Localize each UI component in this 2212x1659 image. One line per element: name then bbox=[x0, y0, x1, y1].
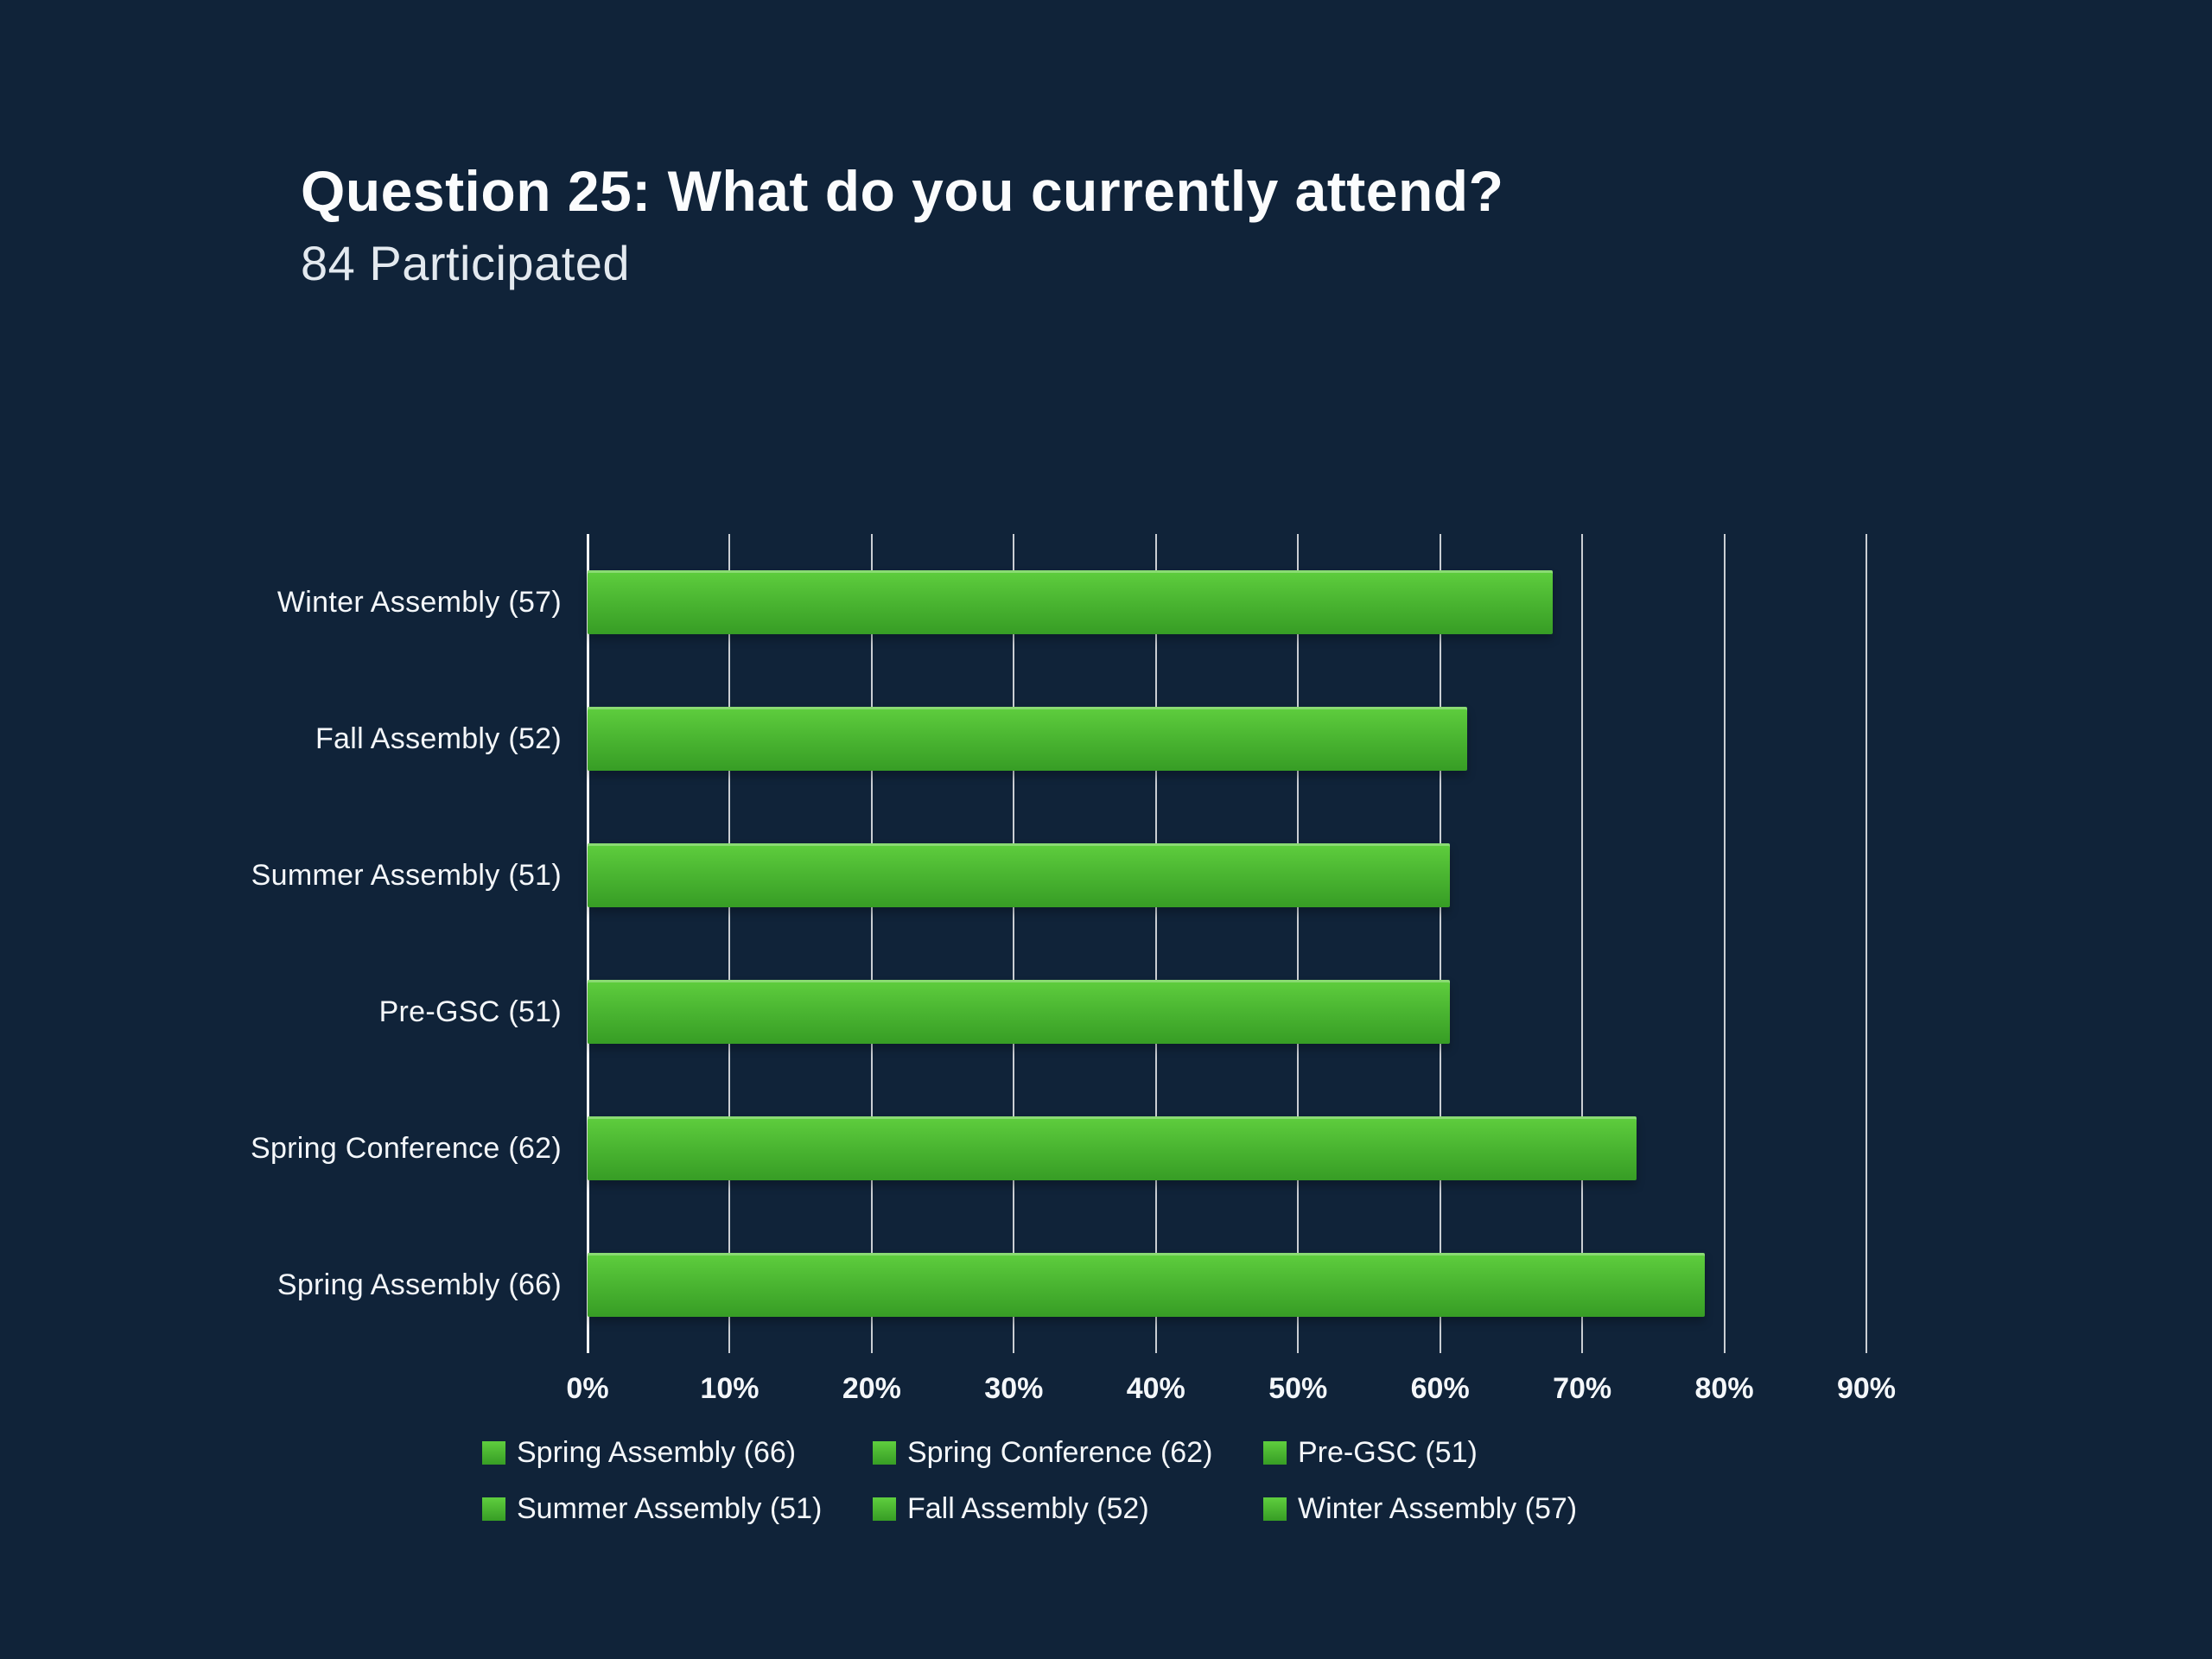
bar-fall-assembly bbox=[588, 707, 1467, 771]
bar-summer-assembly bbox=[588, 843, 1451, 907]
legend-item: Winter Assembly (57) bbox=[1263, 1492, 1654, 1526]
bar-row: Summer Assembly (51) bbox=[251, 807, 1866, 944]
legend-item: Spring Assembly (66) bbox=[482, 1436, 873, 1470]
x-axis: 0% 10% 20% 30% 40% 50% 60% 70% 80% 90% bbox=[566, 1372, 1896, 1414]
bar-row: Spring Conference (62) bbox=[251, 1080, 1866, 1217]
gridline bbox=[1297, 534, 1300, 1353]
x-tick-label: 80% bbox=[1694, 1372, 1754, 1405]
bar-rows: Winter Assembly (57) Fall Assembly (52) … bbox=[251, 534, 1866, 1353]
legend-label: Summer Assembly (51) bbox=[517, 1492, 823, 1525]
x-tick-label: 70% bbox=[1553, 1372, 1612, 1405]
legend-swatch-icon bbox=[1263, 1497, 1287, 1521]
bar-winter-assembly bbox=[588, 570, 1553, 634]
bar-chart-plot-area: Winter Assembly (57) Fall Assembly (52) … bbox=[251, 534, 1867, 1353]
bar-row: Spring Assembly (66) bbox=[277, 1217, 1866, 1353]
bar-row: Winter Assembly (57) bbox=[277, 534, 1866, 671]
x-tick-label: 30% bbox=[984, 1372, 1044, 1405]
gridline bbox=[1866, 534, 1867, 1353]
x-tick-label: 20% bbox=[842, 1372, 901, 1405]
legend-label: Spring Assembly (66) bbox=[517, 1436, 797, 1469]
legend-item: Spring Conference (62) bbox=[873, 1436, 1263, 1470]
bar-row: Fall Assembly (52) bbox=[315, 671, 1866, 807]
x-tick-label: 40% bbox=[1126, 1372, 1185, 1405]
chart-header: Question 25: What do you currently atten… bbox=[301, 160, 1503, 291]
participation-subtitle: 84 Participated bbox=[301, 235, 631, 290]
bar-spring-assembly bbox=[588, 1253, 1705, 1317]
bar-spring-conference bbox=[588, 1116, 1637, 1180]
x-tick-label: 60% bbox=[1410, 1372, 1470, 1405]
legend-swatch-icon bbox=[873, 1497, 896, 1521]
x-tick-label: 10% bbox=[700, 1372, 760, 1405]
legend-item: Pre-GSC (51) bbox=[1263, 1436, 1654, 1470]
gridline bbox=[587, 534, 589, 1353]
legend-label: Fall Assembly (52) bbox=[907, 1492, 1149, 1525]
category-label: Summer Assembly (51) bbox=[251, 858, 562, 892]
category-label: Spring Conference (62) bbox=[250, 1131, 562, 1165]
gridline bbox=[1439, 534, 1441, 1353]
legend-item: Fall Assembly (52) bbox=[873, 1492, 1263, 1526]
legend-label: Spring Conference (62) bbox=[907, 1436, 1213, 1469]
x-tick-label: 90% bbox=[1836, 1372, 1897, 1405]
gridlines bbox=[587, 534, 1867, 1353]
x-tick-label: 0% bbox=[566, 1372, 609, 1405]
bar-pre-gsc bbox=[588, 980, 1451, 1044]
category-label: Winter Assembly (57) bbox=[276, 585, 562, 619]
x-tick-label: 50% bbox=[1268, 1372, 1328, 1405]
legend-swatch-icon bbox=[482, 1497, 505, 1521]
gridline bbox=[728, 534, 731, 1353]
gridline bbox=[1581, 534, 1584, 1353]
legend-swatch-icon bbox=[1263, 1441, 1287, 1465]
category-label: Pre-GSC (51) bbox=[378, 995, 562, 1028]
legend-label: Winter Assembly (57) bbox=[1298, 1492, 1578, 1525]
gridline bbox=[1723, 534, 1726, 1353]
category-label: Fall Assembly (52) bbox=[315, 721, 562, 755]
legend: Spring Assembly (66) Spring Conference (… bbox=[482, 1436, 1654, 1526]
page-title: Question 25: What do you currently atten… bbox=[301, 159, 1504, 223]
legend-item: Summer Assembly (51) bbox=[482, 1492, 873, 1526]
legend-label: Pre-GSC (51) bbox=[1298, 1436, 1478, 1469]
bar-row: Pre-GSC (51) bbox=[379, 944, 1866, 1080]
gridline bbox=[1154, 534, 1157, 1353]
gridline bbox=[870, 534, 873, 1353]
legend-swatch-icon bbox=[873, 1441, 896, 1465]
gridline bbox=[1013, 534, 1015, 1353]
legend-swatch-icon bbox=[482, 1441, 505, 1465]
category-label: Spring Assembly (66) bbox=[276, 1268, 562, 1301]
